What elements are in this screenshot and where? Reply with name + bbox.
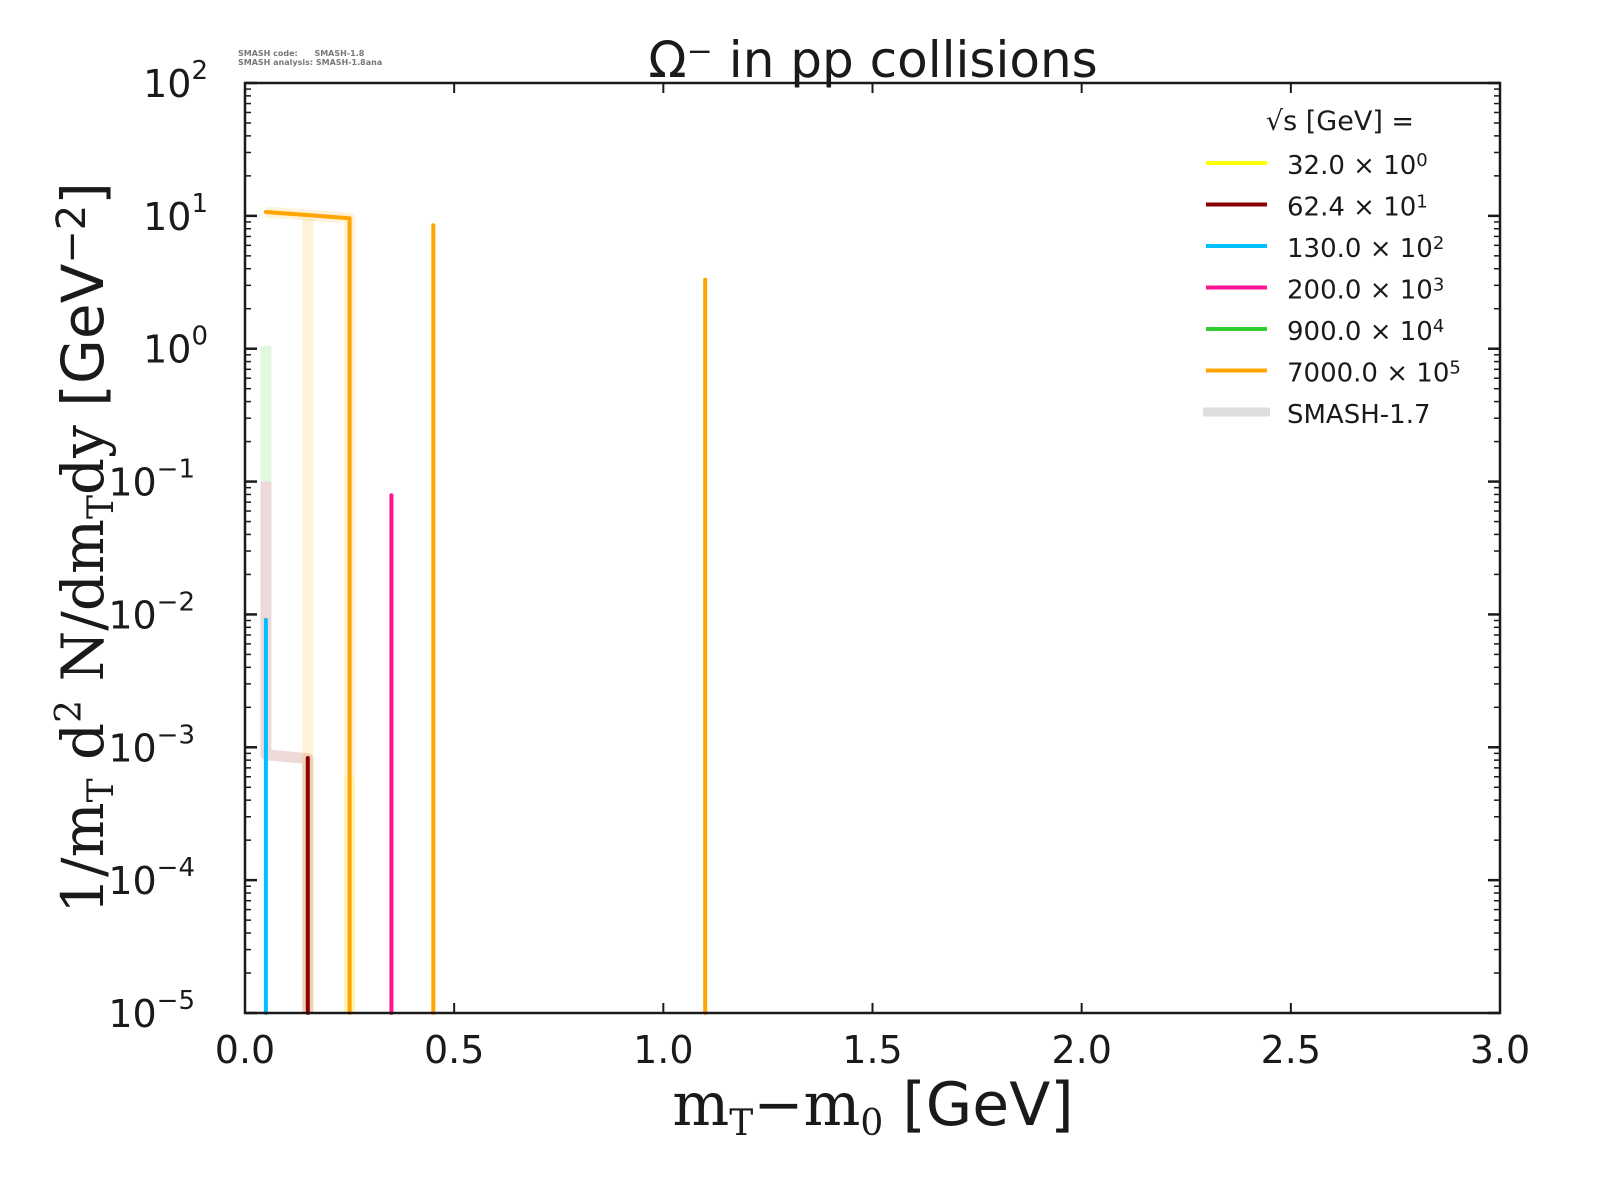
smash-analysis-label: SMASH analysis: SMASH-1.8ana <box>238 58 383 67</box>
smash-version-info: SMASH code: SMASH-1.8 SMASH analysis: SM… <box>238 49 382 67</box>
y-tick-label: 10−5 <box>108 986 195 1036</box>
legend-label: 130.0 × 102 <box>1287 233 1444 264</box>
x-axis-label: mT−m0 [GeV] <box>672 1070 1073 1144</box>
x-tick-label: 1.5 <box>842 1028 902 1072</box>
legend-label: SMASH-1.7 <box>1287 400 1431 430</box>
legend-title: √s [GeV] = <box>1266 106 1414 137</box>
y-tick-label: 102 <box>143 56 208 106</box>
chart-title: Ω⁻ in pp collisions <box>648 31 1097 89</box>
legend: √s [GeV] = 32.0 × 100 62.4 × 101 130.0 × 10… <box>1203 106 1461 430</box>
smash-code-label: SMASH code: SMASH-1.8 <box>238 49 365 58</box>
legend-label: 900.0 × 104 <box>1287 316 1444 347</box>
y-tick-label: 100 <box>143 322 208 372</box>
y-tick-label: 10−2 <box>108 587 195 637</box>
y-tick-label: 101 <box>143 189 208 239</box>
legend-label: 62.4 × 101 <box>1287 192 1428 223</box>
series-layer <box>263 210 708 1015</box>
y-tick-label: 10−4 <box>108 853 195 903</box>
legend-label: 32.0 × 100 <box>1287 150 1428 181</box>
x-tick-label: 0.0 <box>215 1028 275 1072</box>
x-tick-label: 2.5 <box>1261 1028 1321 1072</box>
x-tick-label: 2.0 <box>1051 1028 1111 1072</box>
series-line <box>263 210 352 1015</box>
y-tick-label: 10−3 <box>108 720 195 770</box>
x-tick-label: 1.0 <box>633 1028 693 1072</box>
y-axis-label: 1/mT d2 N/dmTdy [GeV−2] <box>49 182 122 914</box>
reference-line <box>260 481 314 1013</box>
legend-label: 200.0 × 103 <box>1287 275 1444 306</box>
legend-label: 7000.0 × 105 <box>1287 358 1461 389</box>
x-tick-label: 3.0 <box>1470 1028 1530 1072</box>
x-tick-label: 0.5 <box>424 1028 484 1072</box>
